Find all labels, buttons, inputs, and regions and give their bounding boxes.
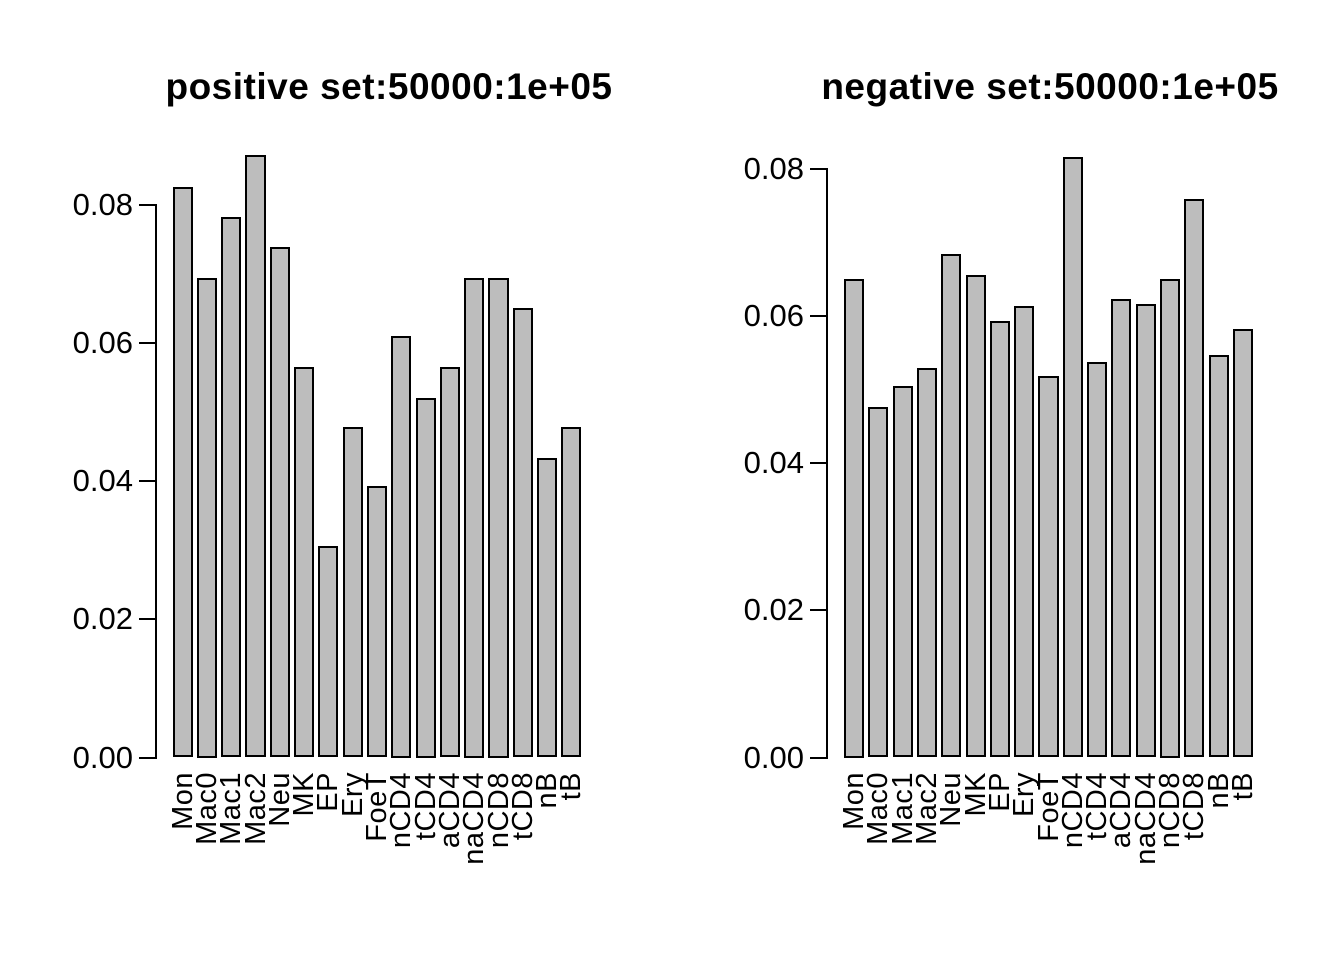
bar-aCD4: [439, 366, 460, 758]
bar-Mac0: [196, 277, 217, 758]
bar-Mac2: [916, 368, 938, 758]
y-tick-mark: [139, 756, 155, 759]
bar-tCD4: [1087, 361, 1108, 758]
y-tick-label: 0.06: [72, 325, 133, 361]
bar-tCD8: [512, 307, 533, 758]
bar-Ery: [1014, 305, 1035, 758]
bar-nCD4: [391, 336, 412, 758]
bar-Mac1: [892, 386, 913, 758]
y-tick-label: 0.00: [72, 739, 133, 775]
bar-tCD8: [1184, 199, 1205, 758]
bar-nCD8: [488, 277, 509, 758]
y-tick-mark: [810, 462, 826, 465]
bar-nB: [537, 457, 558, 758]
y-tick-label: 0.02: [743, 592, 804, 628]
y-tick-mark: [810, 756, 826, 759]
bar-Mac0: [868, 406, 889, 758]
x-category-label-tB: tB: [555, 772, 588, 801]
bar-Neu: [269, 247, 290, 758]
bar-nCD4: [1062, 157, 1083, 758]
y-tick-mark: [810, 168, 826, 170]
y-tick-mark: [139, 618, 155, 621]
y-tick-mark: [810, 315, 826, 318]
bar-aCD4: [1111, 299, 1132, 758]
y-tick-mark: [139, 480, 155, 483]
y-tick-mark: [810, 609, 826, 612]
bar-tB: [1232, 328, 1253, 758]
bar-tCD4: [415, 398, 436, 758]
chart-title-positive: positive set:50000:1e+05: [165, 66, 613, 107]
y-tick-label: 0.04: [743, 445, 804, 481]
y-tick-mark: [139, 204, 155, 206]
bar-Mon: [844, 279, 865, 758]
bar-nCD8: [1159, 279, 1181, 758]
bar-EP: [318, 546, 339, 758]
bar-Neu: [941, 253, 962, 758]
bar-Ery: [342, 426, 363, 758]
bar-FoeT: [366, 486, 388, 758]
bar-MK: [965, 274, 986, 758]
y-tick-label: 0.08: [743, 151, 804, 186]
y-tick-label: 0.04: [72, 463, 133, 499]
y-tick-label: 0.08: [72, 187, 133, 222]
x-category-label-tB: tB: [1226, 772, 1259, 801]
bar-naCD4: [1135, 303, 1156, 758]
bar-tB: [561, 426, 582, 758]
bar-EP: [989, 321, 1010, 758]
bar-Mac2: [245, 155, 266, 758]
y-axis-line: [826, 168, 828, 759]
y-tick-label: 0.00: [743, 739, 804, 775]
bar-FoeT: [1038, 376, 1059, 758]
chart-title-negative: negative set:50000:1e+05: [821, 66, 1279, 107]
bar-naCD4: [464, 277, 485, 758]
y-tick-label: 0.02: [72, 601, 133, 637]
bar-Mon: [172, 187, 193, 758]
bar-nB: [1208, 355, 1229, 758]
y-tick-label: 0.06: [743, 298, 804, 334]
y-tick-mark: [139, 342, 155, 345]
y-axis-line: [155, 204, 157, 759]
bar-Mac1: [221, 217, 242, 758]
bar-MK: [294, 366, 315, 758]
